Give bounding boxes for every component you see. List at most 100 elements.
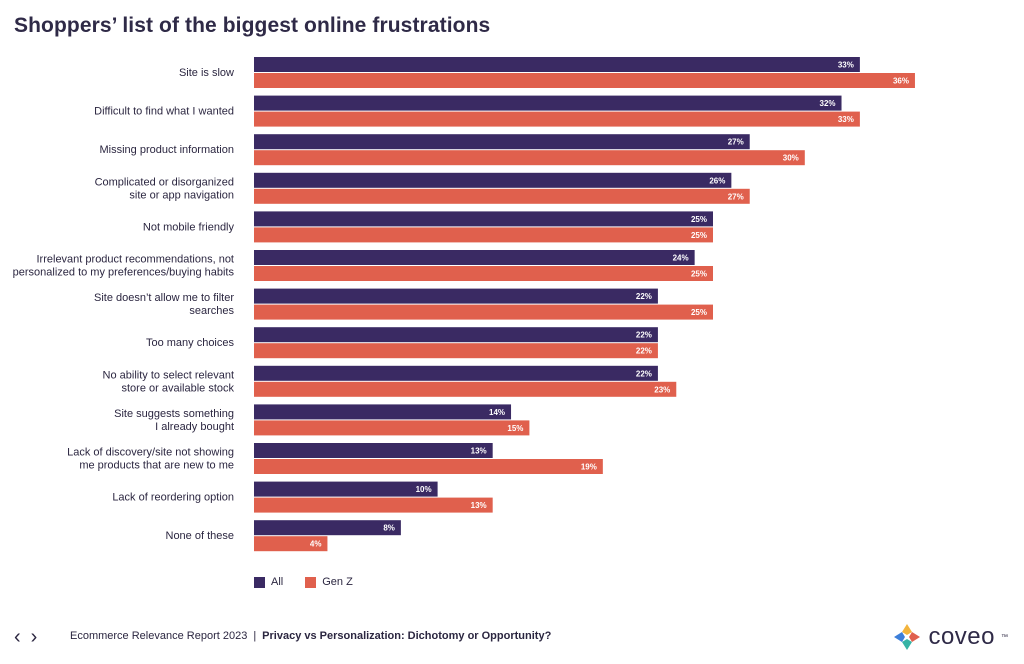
data-label: 15% xyxy=(507,424,523,433)
data-label: 25% xyxy=(691,308,707,317)
data-label: 22% xyxy=(636,292,652,301)
data-label: 8% xyxy=(383,524,395,533)
data-label: 25% xyxy=(691,215,707,224)
bar-all xyxy=(254,57,860,72)
data-label: 25% xyxy=(691,231,707,240)
previous-page-icon[interactable]: ‹ xyxy=(14,626,21,648)
data-label: 22% xyxy=(636,331,652,340)
category-label-line: Site suggests something xyxy=(114,408,234,420)
legend-label-genz: Gen Z xyxy=(322,576,353,588)
bar-all xyxy=(254,520,401,536)
category-label-line: Site is slow xyxy=(179,67,234,79)
footer: ‹ › Ecommerce Relevance Report 2023 | Priv… xyxy=(14,623,1014,650)
bar-genz xyxy=(254,111,860,127)
category-label: Irrelevant product recommendations, not p… xyxy=(13,254,235,279)
category-label-line: Difficult to find what I wanted xyxy=(94,106,234,118)
bar-all xyxy=(254,288,658,304)
bar-genz xyxy=(254,536,328,552)
bar-genz xyxy=(254,188,750,204)
bar-genz xyxy=(254,73,915,88)
bar-genz xyxy=(254,420,530,436)
legend-item-genz: Gen Z xyxy=(305,576,353,588)
legend-swatch-all xyxy=(254,576,265,588)
report-subtitle: Privacy vs Personalization: Dichotomy or… xyxy=(262,630,552,642)
category-label-line: Irrelevant product recommendations, not xyxy=(37,254,235,266)
category-label: Missing product information xyxy=(99,144,234,156)
data-label: 30% xyxy=(783,154,799,163)
category-label-line: store or available stock xyxy=(122,382,235,394)
data-label: 22% xyxy=(636,369,652,378)
bar-all xyxy=(254,443,493,458)
category-label-line: Too many choices xyxy=(146,337,235,349)
category-label: Site doesn’t allow me to filter searches xyxy=(94,292,235,317)
category-label: Too many choices xyxy=(146,337,235,349)
bar-all xyxy=(254,95,842,111)
category-label-line: me products that are new to me xyxy=(79,460,234,472)
data-label: 4% xyxy=(310,540,322,549)
data-label: 27% xyxy=(728,138,744,147)
report-name: Ecommerce Relevance Report 2023 xyxy=(70,630,248,642)
data-label: 36% xyxy=(893,77,909,86)
data-label: 27% xyxy=(728,192,744,201)
coveo-logo: coveo ™ xyxy=(892,622,1008,652)
page-navigation: ‹ › xyxy=(14,626,37,648)
data-label: 26% xyxy=(709,176,725,185)
category-label: Lack of discovery/site not showing me pro… xyxy=(67,447,234,472)
category-label-line: Not mobile friendly xyxy=(143,221,235,233)
category-label-line: site or app navigation xyxy=(129,189,234,201)
category-label-line: No ability to select relevant xyxy=(103,369,234,381)
legend-label-all: All xyxy=(271,576,284,588)
legend-swatch-genz xyxy=(305,576,317,588)
bar-all xyxy=(254,365,658,381)
bar-genz xyxy=(254,227,713,243)
footer-caption: Ecommerce Relevance Report 2023 | Privacy … xyxy=(70,630,551,642)
data-label: 13% xyxy=(471,501,487,510)
legend-item-all: All xyxy=(254,576,283,588)
bar-genz xyxy=(254,497,493,513)
bar-all xyxy=(254,327,658,343)
category-label-line: I already bought xyxy=(155,421,234,433)
footer-separator: | xyxy=(253,630,257,642)
bar-chart: Site is slow 33% 36% Difficult to find what… xyxy=(13,57,915,552)
category-label-line: Lack of reordering option xyxy=(112,492,234,504)
category-label: Difficult to find what I wanted xyxy=(94,106,234,118)
category-label: Lack of reordering option xyxy=(112,492,234,504)
bar-all xyxy=(254,172,732,188)
data-label: 23% xyxy=(654,385,670,394)
category-label: Not mobile friendly xyxy=(143,221,235,233)
category-label-line: Complicated or disorganized xyxy=(95,176,234,188)
chart-title: Shoppers’ list of the biggest online fru… xyxy=(14,14,491,37)
data-label: 33% xyxy=(838,115,854,124)
data-label: 13% xyxy=(471,447,487,456)
bar-genz xyxy=(254,381,677,397)
data-label: 10% xyxy=(416,485,432,494)
coveo-logo-icon xyxy=(894,624,921,650)
category-label: Complicated or disorganized site or app n… xyxy=(95,176,234,201)
next-page-icon[interactable]: › xyxy=(30,626,38,648)
category-label-line: personalized to my preferences/buying ha… xyxy=(13,267,235,279)
bar-genz xyxy=(254,266,713,281)
coveo-wordmark: coveo xyxy=(928,623,995,650)
category-label: None of these xyxy=(166,530,235,542)
trademark-symbol: ™ xyxy=(1001,633,1008,641)
bar-all xyxy=(254,134,750,150)
bar-genz xyxy=(254,343,658,359)
category-label: Site suggests something I already bought xyxy=(114,408,234,433)
bar-genz xyxy=(254,459,603,474)
data-label: 33% xyxy=(838,61,854,70)
category-label: Site is slow xyxy=(179,67,234,79)
bar-all xyxy=(254,404,512,420)
bar-all xyxy=(254,250,695,265)
bar-all xyxy=(254,481,438,497)
bar-genz xyxy=(254,150,805,166)
legend: All Gen Z xyxy=(254,576,353,588)
data-label: 14% xyxy=(489,408,505,417)
category-label-line: Lack of discovery/site not showing xyxy=(67,447,234,459)
data-label: 25% xyxy=(691,270,707,279)
category-label-line: None of these xyxy=(166,530,235,542)
category-label-line: Missing product information xyxy=(99,144,234,156)
data-label: 19% xyxy=(581,463,597,472)
bar-genz xyxy=(254,304,713,320)
data-label: 24% xyxy=(673,254,689,263)
category-label: No ability to select relevant store or av… xyxy=(103,369,235,394)
